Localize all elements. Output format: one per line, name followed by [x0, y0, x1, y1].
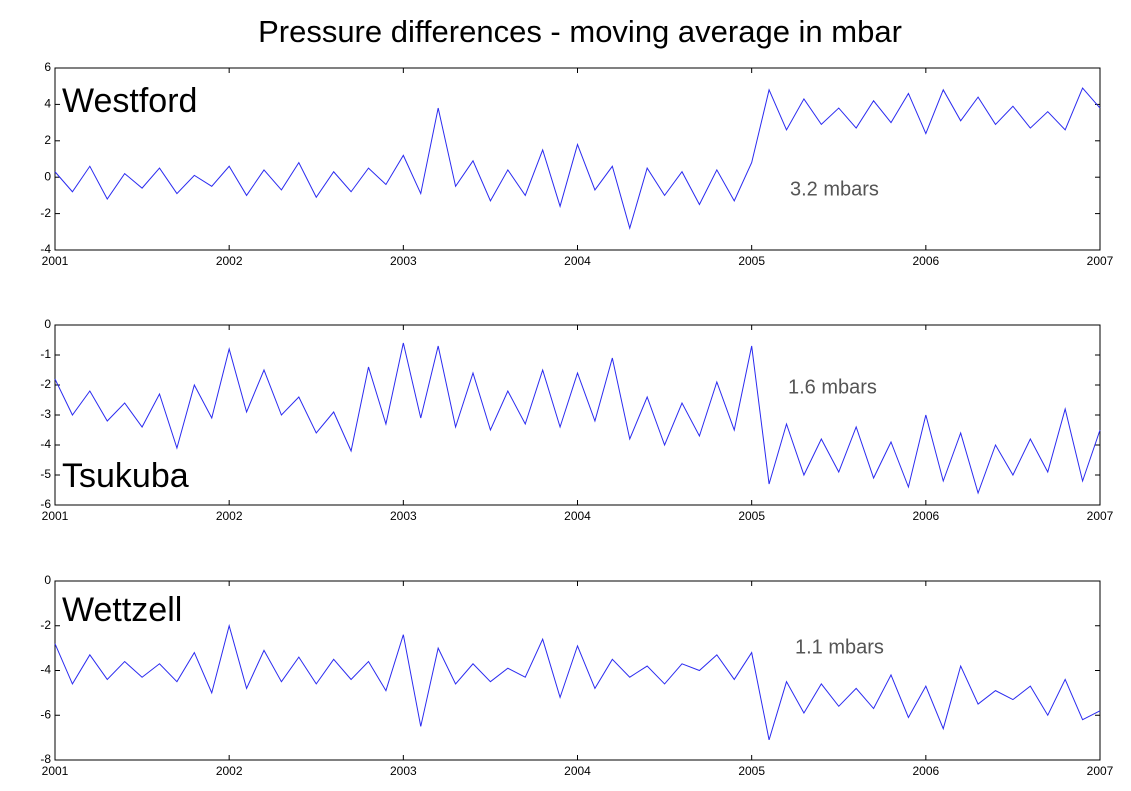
y-tick-label: 0 [44, 317, 51, 331]
x-tick-label: 2003 [390, 254, 417, 268]
figure-title: Pressure differences - moving average in… [258, 14, 902, 49]
y-tick-label: -1 [40, 347, 51, 361]
data-line [54, 87, 1101, 230]
annotation: 3.2 mbars [790, 178, 879, 200]
x-tick-label: 2001 [42, 509, 69, 523]
x-tick-label: 2005 [738, 254, 765, 268]
y-tick-label: -3 [40, 407, 51, 421]
y-tick-label: 6 [44, 60, 51, 74]
x-tick-label: 2004 [564, 254, 591, 268]
y-tick-label: -6 [40, 497, 51, 511]
y-tick-label: 2 [44, 133, 51, 147]
y-tick-label: 0 [44, 169, 51, 183]
annotation: 1.1 mbars [795, 636, 884, 658]
x-tick-label: 2002 [216, 764, 243, 778]
x-tick-label: 2005 [738, 509, 765, 523]
x-tick-label: 2004 [564, 509, 591, 523]
y-tick-label: 0 [44, 573, 51, 587]
x-tick-label: 2002 [216, 509, 243, 523]
x-tick-label: 2007 [1087, 254, 1114, 268]
y-tick-label: -4 [40, 663, 51, 677]
y-tick-label: -2 [40, 377, 51, 391]
annotation: 1.6 mbars [788, 376, 877, 398]
station-label: Tsukuba [62, 457, 189, 495]
plot-frame [54, 67, 1101, 251]
x-tick-label: 2007 [1087, 509, 1114, 523]
plot-frame [54, 324, 1101, 506]
y-tick-label: -8 [40, 752, 51, 766]
station-label: Wettzell [62, 591, 182, 629]
station-label: Westford [62, 82, 197, 120]
x-tick-label: 2004 [564, 764, 591, 778]
y-tick-label: -6 [40, 707, 51, 721]
y-tick-label: 4 [44, 97, 51, 111]
y-tick-label: -2 [40, 618, 51, 632]
y-tick-label: -4 [40, 242, 51, 256]
x-tick-label: 2003 [390, 764, 417, 778]
data-line [54, 342, 1101, 495]
x-tick-label: 2006 [912, 254, 939, 268]
y-tick-label: -4 [40, 437, 51, 451]
plot-frame [54, 580, 1101, 761]
data-line [54, 623, 1101, 741]
x-tick-label: 2001 [42, 254, 69, 268]
x-tick-label: 2006 [912, 764, 939, 778]
x-tick-label: 2006 [912, 509, 939, 523]
x-tick-label: 2001 [42, 764, 69, 778]
x-tick-label: 2002 [216, 254, 243, 268]
x-tick-label: 2003 [390, 509, 417, 523]
y-tick-label: -2 [40, 206, 51, 220]
y-tick-label: -5 [40, 467, 51, 481]
x-tick-label: 2005 [738, 764, 765, 778]
x-tick-label: 2007 [1087, 764, 1114, 778]
